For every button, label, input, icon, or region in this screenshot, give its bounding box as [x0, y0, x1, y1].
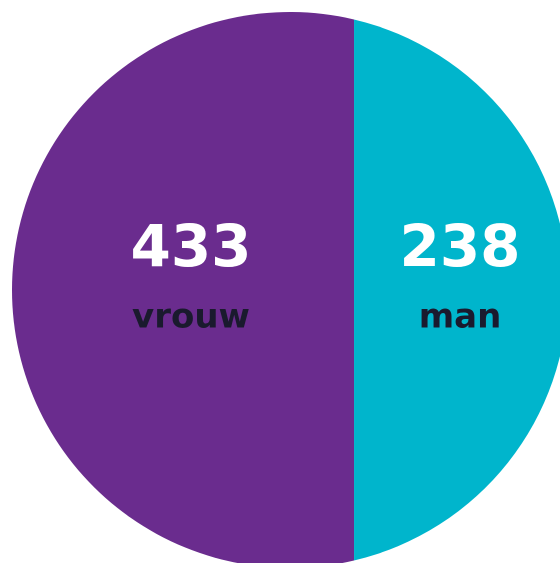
value-label: 238 [399, 212, 520, 280]
category-label: man [419, 297, 502, 337]
value-label: 433 [130, 212, 251, 280]
pie-segment [354, 19, 560, 561]
pie-segment [12, 12, 355, 563]
category-label: vrouw [132, 297, 250, 337]
